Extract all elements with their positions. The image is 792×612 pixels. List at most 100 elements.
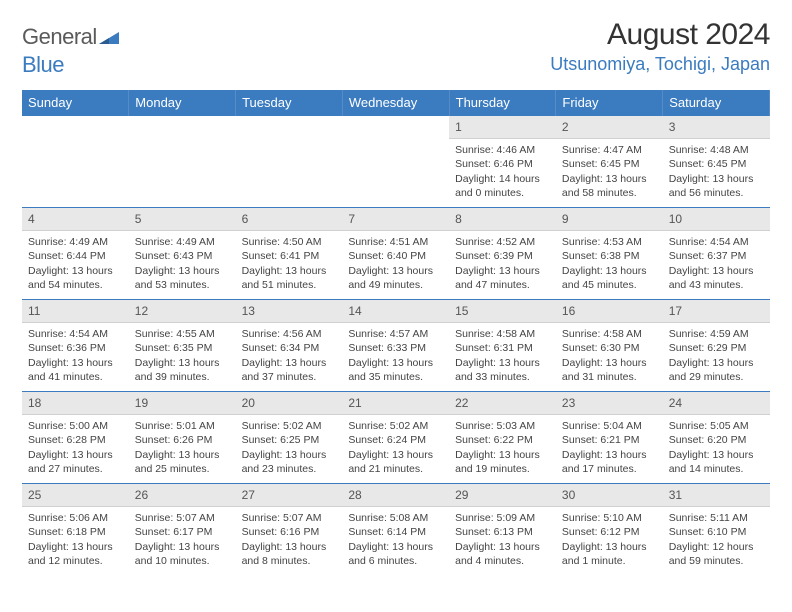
calendar-cell-empty (22, 116, 129, 208)
day-body: Sunrise: 4:54 AMSunset: 6:36 PMDaylight:… (22, 323, 129, 386)
day-number: 30 (556, 484, 663, 507)
daylight-line: Daylight: 13 hours and 14 minutes. (669, 448, 764, 476)
day-number: 17 (663, 300, 770, 323)
calendar-cell: 27Sunrise: 5:07 AMSunset: 6:16 PMDayligh… (236, 484, 343, 576)
daylight-line: Daylight: 13 hours and 49 minutes. (348, 264, 443, 292)
sunrise-line: Sunrise: 4:54 AM (28, 327, 123, 341)
day-number: 23 (556, 392, 663, 415)
sunrise-line: Sunrise: 4:49 AM (28, 235, 123, 249)
daylight-line: Daylight: 13 hours and 33 minutes. (455, 356, 550, 384)
day-body: Sunrise: 5:03 AMSunset: 6:22 PMDaylight:… (449, 415, 556, 478)
day-number: 29 (449, 484, 556, 507)
sunrise-line: Sunrise: 5:00 AM (28, 419, 123, 433)
weekday-header: Monday (129, 90, 236, 116)
day-body: Sunrise: 4:47 AMSunset: 6:45 PMDaylight:… (556, 139, 663, 202)
sunset-line: Sunset: 6:40 PM (348, 249, 443, 263)
sunrise-line: Sunrise: 5:03 AM (455, 419, 550, 433)
logo-text-general: General (22, 24, 97, 49)
day-body: Sunrise: 4:59 AMSunset: 6:29 PMDaylight:… (663, 323, 770, 386)
sunrise-line: Sunrise: 5:10 AM (562, 511, 657, 525)
daylight-line: Daylight: 13 hours and 29 minutes. (669, 356, 764, 384)
day-number: 3 (663, 116, 770, 139)
sunset-line: Sunset: 6:37 PM (669, 249, 764, 263)
day-body: Sunrise: 4:51 AMSunset: 6:40 PMDaylight:… (342, 231, 449, 294)
day-number: 9 (556, 208, 663, 231)
sunrise-line: Sunrise: 4:54 AM (669, 235, 764, 249)
daylight-line: Daylight: 13 hours and 51 minutes. (242, 264, 337, 292)
sunset-line: Sunset: 6:41 PM (242, 249, 337, 263)
day-number: 26 (129, 484, 236, 507)
day-body: Sunrise: 4:52 AMSunset: 6:39 PMDaylight:… (449, 231, 556, 294)
day-number: 18 (22, 392, 129, 415)
day-number: 31 (663, 484, 770, 507)
day-number: 6 (236, 208, 343, 231)
sunrise-line: Sunrise: 5:06 AM (28, 511, 123, 525)
day-body: Sunrise: 4:58 AMSunset: 6:31 PMDaylight:… (449, 323, 556, 386)
day-body: Sunrise: 5:07 AMSunset: 6:17 PMDaylight:… (129, 507, 236, 570)
sunset-line: Sunset: 6:26 PM (135, 433, 230, 447)
day-body: Sunrise: 4:54 AMSunset: 6:37 PMDaylight:… (663, 231, 770, 294)
sunset-line: Sunset: 6:28 PM (28, 433, 123, 447)
weekday-header: Tuesday (236, 90, 343, 116)
sunrise-line: Sunrise: 5:09 AM (455, 511, 550, 525)
day-body: Sunrise: 5:02 AMSunset: 6:25 PMDaylight:… (236, 415, 343, 478)
daylight-line: Daylight: 13 hours and 56 minutes. (669, 172, 764, 200)
calendar-cell-empty (129, 116, 236, 208)
day-body: Sunrise: 5:11 AMSunset: 6:10 PMDaylight:… (663, 507, 770, 570)
daylight-line: Daylight: 13 hours and 25 minutes. (135, 448, 230, 476)
sunset-line: Sunset: 6:33 PM (348, 341, 443, 355)
sunrise-line: Sunrise: 4:51 AM (348, 235, 443, 249)
calendar-body: 1Sunrise: 4:46 AMSunset: 6:46 PMDaylight… (22, 116, 770, 576)
day-body: Sunrise: 5:00 AMSunset: 6:28 PMDaylight:… (22, 415, 129, 478)
daylight-line: Daylight: 13 hours and 1 minute. (562, 540, 657, 568)
calendar-cell: 24Sunrise: 5:05 AMSunset: 6:20 PMDayligh… (663, 392, 770, 484)
calendar-head: SundayMondayTuesdayWednesdayThursdayFrid… (22, 90, 770, 116)
sunset-line: Sunset: 6:10 PM (669, 525, 764, 539)
day-number: 21 (342, 392, 449, 415)
calendar-cell: 5Sunrise: 4:49 AMSunset: 6:43 PMDaylight… (129, 208, 236, 300)
logo: GeneralBlue (22, 18, 119, 78)
calendar-row: 25Sunrise: 5:06 AMSunset: 6:18 PMDayligh… (22, 484, 770, 576)
daylight-line: Daylight: 13 hours and 43 minutes. (669, 264, 764, 292)
calendar-row: 4Sunrise: 4:49 AMSunset: 6:44 PMDaylight… (22, 208, 770, 300)
sunset-line: Sunset: 6:45 PM (562, 157, 657, 171)
calendar-cell: 29Sunrise: 5:09 AMSunset: 6:13 PMDayligh… (449, 484, 556, 576)
weekday-header: Wednesday (342, 90, 449, 116)
weekday-header: Sunday (22, 90, 129, 116)
sunset-line: Sunset: 6:17 PM (135, 525, 230, 539)
sunset-line: Sunset: 6:31 PM (455, 341, 550, 355)
calendar-cell: 6Sunrise: 4:50 AMSunset: 6:41 PMDaylight… (236, 208, 343, 300)
day-number: 13 (236, 300, 343, 323)
sunrise-line: Sunrise: 4:50 AM (242, 235, 337, 249)
day-body: Sunrise: 4:57 AMSunset: 6:33 PMDaylight:… (342, 323, 449, 386)
calendar-cell: 31Sunrise: 5:11 AMSunset: 6:10 PMDayligh… (663, 484, 770, 576)
sunrise-line: Sunrise: 5:04 AM (562, 419, 657, 433)
calendar-cell: 19Sunrise: 5:01 AMSunset: 6:26 PMDayligh… (129, 392, 236, 484)
day-number: 11 (22, 300, 129, 323)
sunrise-line: Sunrise: 5:08 AM (348, 511, 443, 525)
sunset-line: Sunset: 6:22 PM (455, 433, 550, 447)
day-number: 28 (342, 484, 449, 507)
daylight-line: Daylight: 13 hours and 12 minutes. (28, 540, 123, 568)
day-body: Sunrise: 5:08 AMSunset: 6:14 PMDaylight:… (342, 507, 449, 570)
daylight-line: Daylight: 13 hours and 35 minutes. (348, 356, 443, 384)
sunrise-line: Sunrise: 5:11 AM (669, 511, 764, 525)
day-number: 16 (556, 300, 663, 323)
daylight-line: Daylight: 13 hours and 37 minutes. (242, 356, 337, 384)
day-body: Sunrise: 4:58 AMSunset: 6:30 PMDaylight:… (556, 323, 663, 386)
day-body: Sunrise: 5:01 AMSunset: 6:26 PMDaylight:… (129, 415, 236, 478)
calendar-cell: 13Sunrise: 4:56 AMSunset: 6:34 PMDayligh… (236, 300, 343, 392)
day-number: 2 (556, 116, 663, 139)
day-body: Sunrise: 4:50 AMSunset: 6:41 PMDaylight:… (236, 231, 343, 294)
sunset-line: Sunset: 6:36 PM (28, 341, 123, 355)
sunset-line: Sunset: 6:45 PM (669, 157, 764, 171)
day-body: Sunrise: 5:07 AMSunset: 6:16 PMDaylight:… (236, 507, 343, 570)
weekday-header: Thursday (449, 90, 556, 116)
sunrise-line: Sunrise: 4:58 AM (562, 327, 657, 341)
calendar-cell: 26Sunrise: 5:07 AMSunset: 6:17 PMDayligh… (129, 484, 236, 576)
daylight-line: Daylight: 13 hours and 19 minutes. (455, 448, 550, 476)
sunset-line: Sunset: 6:30 PM (562, 341, 657, 355)
calendar-cell: 4Sunrise: 4:49 AMSunset: 6:44 PMDaylight… (22, 208, 129, 300)
calendar-row: 11Sunrise: 4:54 AMSunset: 6:36 PMDayligh… (22, 300, 770, 392)
calendar-cell: 21Sunrise: 5:02 AMSunset: 6:24 PMDayligh… (342, 392, 449, 484)
